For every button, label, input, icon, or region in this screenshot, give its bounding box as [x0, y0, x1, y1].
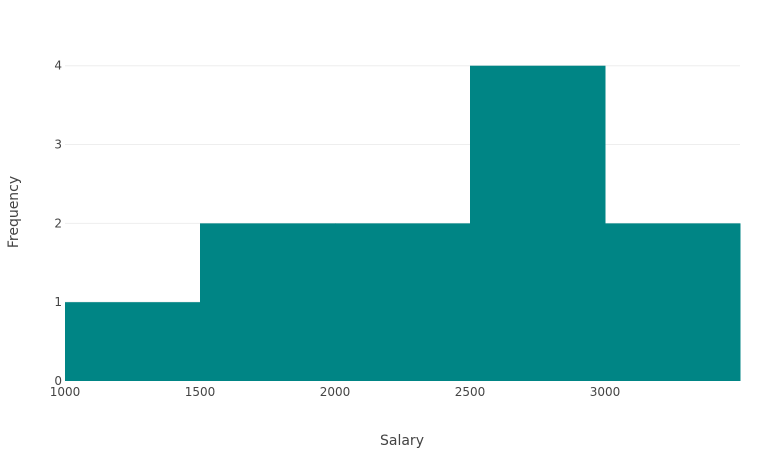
histogram-bar-4	[470, 65, 606, 382]
histogram-bar-5	[605, 223, 741, 381]
histogram-bar-2	[200, 223, 336, 381]
x-tick-label: 2000	[320, 385, 351, 399]
x-tick-label: 1500	[185, 385, 216, 399]
y-tick-label: 0	[54, 374, 62, 388]
y-axis-title: Frequency	[6, 176, 22, 248]
y-tick-label: 4	[54, 59, 62, 73]
x-axis-title: Salary	[380, 433, 424, 449]
x-tick-label: 3000	[590, 385, 621, 399]
bars	[65, 65, 741, 382]
y-tick-label: 3	[54, 138, 62, 152]
y-tick-label: 2	[54, 216, 62, 230]
histogram-bar-3	[335, 223, 471, 381]
x-tick-label: 1000	[50, 385, 81, 399]
x-tick-label: 2500	[455, 385, 486, 399]
y-tick-labels: 0 1 2 3 4	[54, 59, 62, 388]
x-tick-labels: 1000 1500 2000 2500 3000	[50, 385, 621, 399]
y-tick-label: 1	[54, 295, 62, 309]
histogram-bar-1	[65, 302, 201, 381]
